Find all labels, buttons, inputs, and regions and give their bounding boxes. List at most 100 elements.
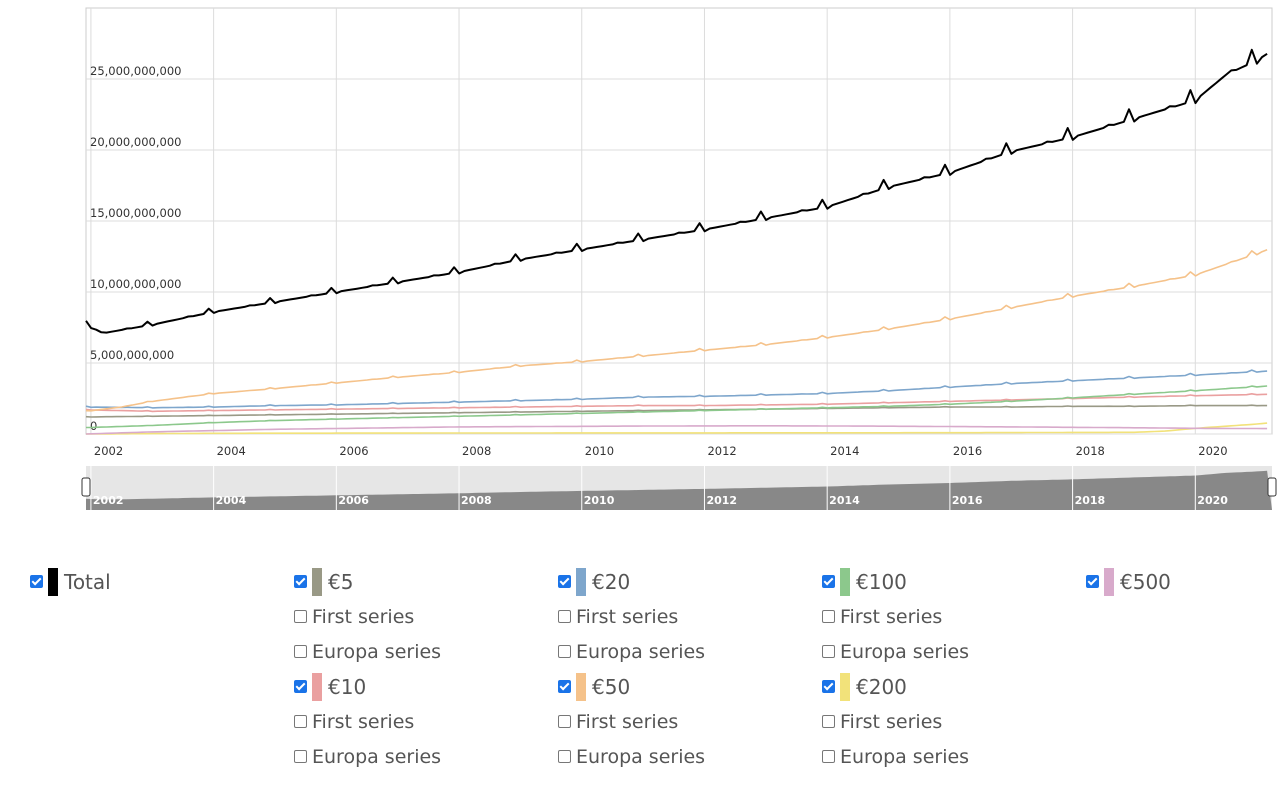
x-tick-label: 2012: [707, 444, 736, 458]
series-line-eur100: [86, 385, 1268, 429]
checkbox-checked[interactable]: [822, 575, 835, 588]
legend-item-eur50[interactable]: €50: [558, 669, 705, 704]
grid-lines: [85, 7, 1273, 435]
legend-item-eur20[interactable]: €20: [558, 564, 705, 599]
navigator-tick-label: 2004: [216, 494, 247, 507]
x-tick-label: 2008: [462, 444, 491, 458]
legend-label: First series: [312, 605, 415, 628]
series-line-eur50: [85, 249, 1268, 412]
color-swatch: [576, 567, 586, 596]
color-swatch: [840, 567, 850, 596]
checkbox-unchecked[interactable]: [558, 715, 571, 728]
series-line-eur20: [85, 369, 1268, 409]
legend-column: Total: [30, 564, 111, 599]
legend-item-eur10[interactable]: €10: [294, 669, 441, 704]
legend-label: €20: [592, 569, 631, 594]
series-line-eur200: [86, 422, 1268, 435]
checkbox-unchecked[interactable]: [822, 715, 835, 728]
navigator-handle-right[interactable]: [1267, 477, 1277, 497]
x-tick-label: 2006: [339, 444, 368, 458]
legend-column: €20 First series Europa series €50 First ser…: [558, 564, 705, 774]
checkbox-checked[interactable]: [294, 575, 307, 588]
y-tick-label: 25,000,000,000: [90, 64, 181, 78]
navigator-tick-label: 2010: [584, 494, 615, 507]
series-line-total: [85, 48, 1268, 334]
color-swatch: [576, 672, 586, 701]
checkbox-checked[interactable]: [294, 680, 307, 693]
x-tick-label: 2018: [1076, 444, 1105, 458]
checkbox-checked[interactable]: [1086, 575, 1099, 588]
series-line-eur500: [85, 425, 1268, 435]
legend-label: Europa series: [312, 640, 442, 663]
checkbox-unchecked[interactable]: [294, 610, 307, 623]
color-swatch: [312, 672, 322, 701]
checkbox-unchecked[interactable]: [294, 750, 307, 763]
color-swatch: [312, 567, 322, 596]
navigator-handle-left[interactable]: [81, 477, 91, 497]
legend-label: €5: [328, 569, 354, 594]
legend-item-eur500[interactable]: €500: [1086, 564, 1171, 599]
checkbox-unchecked[interactable]: [822, 750, 835, 763]
checkbox-checked[interactable]: [558, 680, 571, 693]
navigator-tick-label: 2008: [461, 494, 492, 507]
x-tick-label: 2014: [830, 444, 859, 458]
y-axis-ticks: 0 5,000,000,000 10,000,000,000 15,000,000,0…: [90, 64, 181, 433]
checkbox-checked[interactable]: [558, 575, 571, 588]
chart-area: 0 5,000,000,000 10,000,000,000 15,000,000,0…: [81, 7, 1277, 510]
legend-label: Europa series: [312, 745, 442, 768]
y-tick-label: 10,000,000,000: [90, 277, 181, 291]
legend-subitem-eur200-first[interactable]: First series: [822, 704, 969, 739]
legend-label: €500: [1120, 569, 1171, 594]
color-swatch: [48, 567, 58, 596]
legend-subitem-eur20-first[interactable]: First series: [558, 599, 705, 634]
navigator-tick-label: 2016: [952, 494, 983, 507]
legend-item-eur100[interactable]: €100: [822, 564, 969, 599]
x-tick-label: 2010: [585, 444, 614, 458]
navigator-tick-label: 2014: [829, 494, 860, 507]
checkbox-unchecked[interactable]: [294, 715, 307, 728]
checkbox-unchecked[interactable]: [822, 610, 835, 623]
legend-subitem-eur5-europa[interactable]: Europa series: [294, 634, 441, 669]
legend-label: €200: [856, 674, 907, 699]
legend-label: Europa series: [576, 745, 706, 768]
y-tick-label: 0: [90, 419, 97, 433]
legend-label: First series: [312, 710, 415, 733]
x-axis-ticks: 2002 2004 2006 2008 2010 2012 2014 2016 2018 2020: [94, 444, 1228, 458]
checkbox-checked[interactable]: [30, 575, 43, 588]
legend-label: Europa series: [840, 745, 970, 768]
y-tick-label: 5,000,000,000: [90, 348, 174, 362]
legend-subitem-eur10-first[interactable]: First series: [294, 704, 441, 739]
checkbox-checked[interactable]: [822, 680, 835, 693]
navigator-tick-label: 2002: [93, 494, 124, 507]
legend-subitem-eur200-europa[interactable]: Europa series: [822, 739, 969, 774]
legend-label: €50: [592, 674, 631, 699]
legend-subitem-eur50-first[interactable]: First series: [558, 704, 705, 739]
x-tick-label: 2016: [953, 444, 982, 458]
legend-column: €500: [1086, 564, 1171, 599]
checkbox-unchecked[interactable]: [558, 610, 571, 623]
legend-subitem-eur100-europa[interactable]: Europa series: [822, 634, 969, 669]
legend-subitem-eur5-first[interactable]: First series: [294, 599, 441, 634]
legend-label: First series: [840, 605, 943, 628]
checkbox-unchecked[interactable]: [822, 645, 835, 658]
range-navigator[interactable]: 2002 2004 2006 2008 2010 2012 2014 2016 2018 2020: [81, 466, 1277, 510]
series-lines: [85, 48, 1268, 435]
x-tick-label: 2004: [217, 444, 246, 458]
legend-subitem-eur10-europa[interactable]: Europa series: [294, 739, 441, 774]
navigator-tick-label: 2020: [1197, 494, 1228, 507]
navigator-tick-label: 2018: [1075, 494, 1106, 507]
checkbox-unchecked[interactable]: [558, 750, 571, 763]
navigator-tick-label: 2006: [338, 494, 369, 507]
legend-subitem-eur50-europa[interactable]: Europa series: [558, 739, 705, 774]
checkbox-unchecked[interactable]: [294, 645, 307, 658]
legend-item-total[interactable]: Total: [30, 564, 111, 599]
legend-subitem-eur100-first[interactable]: First series: [822, 599, 969, 634]
legend-item-eur5[interactable]: €5: [294, 564, 441, 599]
legend-column: €5 First series Europa series €10 First seri…: [294, 564, 441, 774]
legend-label: €100: [856, 569, 907, 594]
legend-label: Total: [64, 569, 111, 594]
legend-label: €10: [328, 674, 367, 699]
checkbox-unchecked[interactable]: [558, 645, 571, 658]
legend-item-eur200[interactable]: €200: [822, 669, 969, 704]
legend-subitem-eur20-europa[interactable]: Europa series: [558, 634, 705, 669]
